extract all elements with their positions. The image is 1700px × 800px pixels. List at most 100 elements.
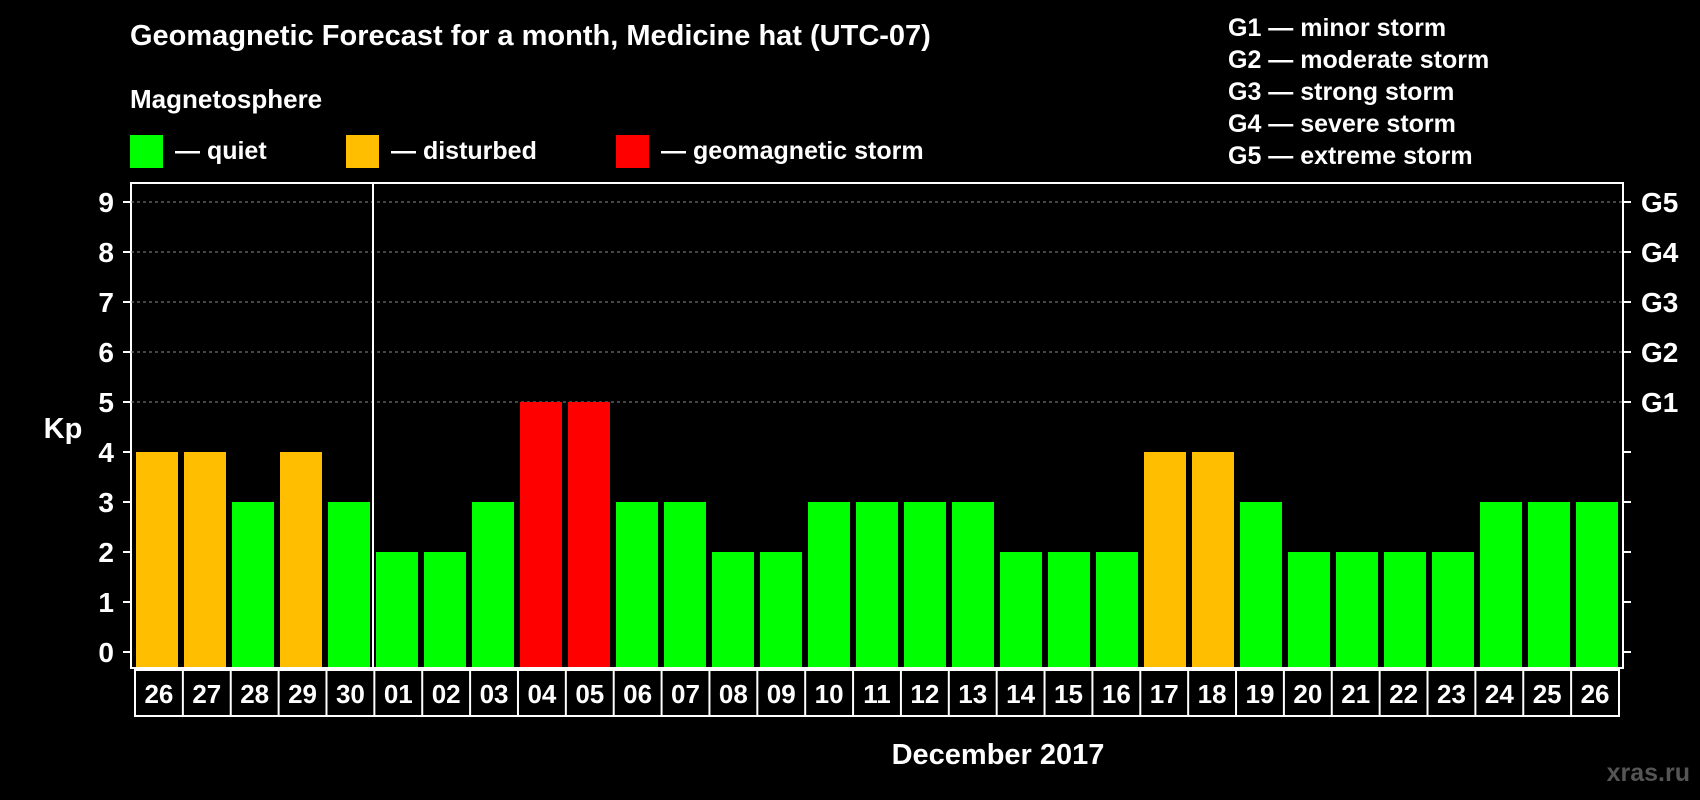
- x-tick-label: 12: [910, 679, 939, 709]
- bar: [1480, 502, 1522, 667]
- y-tick-label: 8: [98, 237, 114, 268]
- x-tick-label: 21: [1341, 679, 1370, 709]
- x-tick-label: 14: [1006, 679, 1035, 709]
- bar: [1000, 552, 1042, 667]
- y-tick-label: 3: [98, 487, 114, 518]
- bar: [952, 502, 994, 667]
- x-tick-label: 11: [863, 679, 891, 709]
- bar: [136, 452, 178, 667]
- legend-disturbed: — disturbed: [346, 134, 537, 168]
- x-tick-label: 10: [815, 679, 844, 709]
- bar: [712, 552, 754, 667]
- x-tick-label: 08: [719, 679, 748, 709]
- y-tick-label: 9: [98, 187, 114, 218]
- x-tick-label: 04: [527, 679, 556, 709]
- legend-label-storm: — geomagnetic storm: [661, 136, 924, 165]
- x-tick-label: 30: [336, 679, 365, 709]
- legend-quiet: — quiet: [130, 134, 267, 168]
- bar: [376, 552, 418, 667]
- g-level-label: G1: [1641, 387, 1678, 418]
- x-tick-label: 26: [1581, 679, 1610, 709]
- x-tick-label: 17: [1150, 679, 1179, 709]
- bar: [1432, 552, 1474, 667]
- bar: [760, 552, 802, 667]
- bar: [520, 402, 562, 667]
- storm-scale-legend: G1 — minor storm G2 — moderate storm G3 …: [1228, 12, 1489, 172]
- x-tick-label: 25: [1533, 679, 1562, 709]
- bar: [808, 502, 850, 667]
- storm-scale-g4: G4 — severe storm: [1228, 110, 1456, 138]
- y-tick-label: 1: [98, 587, 114, 618]
- bar: [424, 552, 466, 667]
- x-tick-label: 18: [1198, 679, 1227, 709]
- x-tick-label: 23: [1437, 679, 1466, 709]
- y-tick-label: 2: [98, 537, 114, 568]
- bar: [1576, 502, 1618, 667]
- x-tick-label: 15: [1054, 679, 1083, 709]
- y-tick-label: 0: [98, 637, 114, 668]
- storm-scale-g1: G1 — minor storm: [1228, 14, 1447, 42]
- bar: [568, 402, 610, 667]
- x-tick-label: 29: [288, 679, 317, 709]
- x-axis-label: December 2017: [892, 739, 1105, 771]
- bar: [904, 502, 946, 667]
- bar: [1288, 552, 1330, 667]
- bar: [664, 502, 706, 667]
- storm-scale-g2: G2 — moderate storm: [1228, 46, 1490, 74]
- y-axis-label: Kp: [44, 413, 83, 445]
- legend-label-quiet: — quiet: [175, 136, 267, 165]
- bar: [232, 502, 274, 667]
- storm-scale-g5: G5 — extreme storm: [1228, 142, 1473, 170]
- chart-title: Geomagnetic Forecast for a month, Medici…: [130, 20, 931, 52]
- x-tick-label: 03: [480, 679, 509, 709]
- x-tick-label: 09: [767, 679, 796, 709]
- x-tick-label: 27: [192, 679, 221, 709]
- x-tick-label: 05: [575, 679, 604, 709]
- g-level-label: G5: [1641, 187, 1678, 218]
- x-tick-label: 28: [240, 679, 269, 709]
- storm-scale-g3: G3 — strong storm: [1228, 78, 1455, 106]
- y-tick-label: 6: [98, 337, 114, 368]
- bar: [1144, 452, 1186, 667]
- bar: [616, 502, 658, 667]
- bar: [1048, 552, 1090, 667]
- legend-title: Magnetosphere: [130, 84, 323, 114]
- bar: [280, 452, 322, 667]
- plot-frame: [130, 182, 1624, 669]
- y-tick-label: 7: [98, 287, 114, 318]
- bar: [1336, 552, 1378, 667]
- legend-swatch-disturbed: [346, 134, 379, 168]
- x-tick-label: 16: [1102, 679, 1131, 709]
- bar: [1384, 552, 1426, 667]
- bar: [1240, 502, 1282, 667]
- y-tick-label: 4: [98, 437, 114, 468]
- bar: [328, 502, 370, 667]
- bar: [472, 502, 514, 667]
- date-axis-frame: [134, 669, 1620, 717]
- g-level-label: G3: [1641, 287, 1678, 318]
- legend-storm: — geomagnetic storm: [616, 134, 924, 168]
- y-tick-label: 5: [98, 387, 114, 418]
- watermark: xras.ru: [1606, 759, 1690, 787]
- bar: [1528, 502, 1570, 667]
- x-tick-label: 19: [1246, 679, 1275, 709]
- legend-label-disturbed: — disturbed: [391, 136, 537, 165]
- x-tick-label: 07: [671, 679, 700, 709]
- legend-swatch-storm: [616, 134, 649, 168]
- bar: [1192, 452, 1234, 667]
- x-tick-label: 22: [1389, 679, 1418, 709]
- x-tick-label: 01: [384, 679, 413, 709]
- x-tick-label: 20: [1293, 679, 1322, 709]
- g-level-label: G2: [1641, 337, 1678, 368]
- bar: [856, 502, 898, 667]
- x-tick-label: 24: [1485, 679, 1514, 709]
- x-tick-label: 13: [958, 679, 987, 709]
- x-tick-label: 02: [432, 679, 461, 709]
- g-level-label: G4: [1641, 237, 1679, 268]
- bar: [1096, 552, 1138, 667]
- bar: [184, 452, 226, 667]
- x-tick-label: 26: [144, 679, 173, 709]
- x-tick-label: 06: [623, 679, 652, 709]
- legend-swatch-quiet: [130, 134, 163, 168]
